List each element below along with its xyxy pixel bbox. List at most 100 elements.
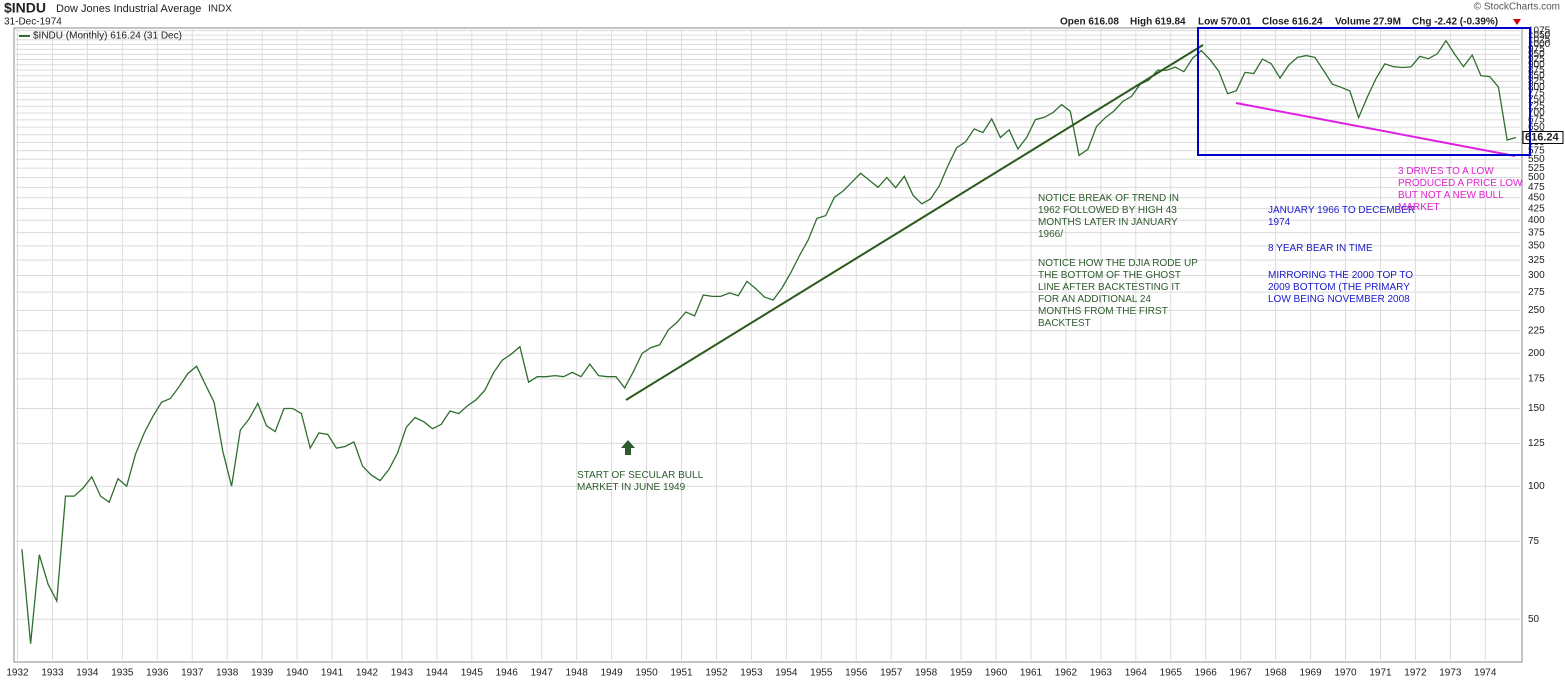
annotation: JANUARY 1966 TO DECEMBER 1974 (1268, 205, 1415, 229)
x-tick-label: 1965 (1160, 668, 1183, 679)
y-tick-label: 325 (1528, 255, 1545, 266)
x-tick-label: 1966 (1195, 668, 1218, 679)
annotation-line: MARKET IN JUNE 1949 (577, 482, 686, 493)
annotation-line: MIRRORING THE 2000 TOP TO (1268, 270, 1414, 281)
annotation-line: LINE AFTER BACKTESTING IT (1038, 282, 1181, 293)
x-tick-label: 1972 (1404, 668, 1427, 679)
y-tick-label: 425 (1528, 203, 1545, 214)
plot-frame (13, 27, 1523, 663)
x-tick-label: 1958 (915, 668, 938, 679)
x-tick-label: 1957 (880, 668, 903, 679)
annotation-line: NOTICE HOW THE DJIA RODE UP (1038, 258, 1198, 269)
annotation-line: BUT NOT A NEW BULL (1398, 190, 1504, 201)
y-tick-label: 350 (1528, 241, 1545, 252)
annotation-line: START OF SECULAR BULL (577, 470, 704, 481)
y-tick-label: 1075 (1528, 25, 1551, 36)
y-tick-label: 650 (1528, 122, 1545, 133)
y-tick-label: 725 (1528, 101, 1545, 112)
annotation-line: MONTHS FROM THE FIRST (1038, 306, 1168, 317)
y-tick-label: 475 (1528, 182, 1545, 193)
annotation: 8 YEAR BEAR IN TIME (1268, 243, 1373, 255)
x-tick-label: 1932 (6, 668, 29, 679)
y-tick-label: 375 (1528, 227, 1545, 238)
y-tick-label: 675 (1528, 115, 1545, 126)
y-tick-label: 175 (1528, 374, 1545, 385)
stat: Close 616.24 (1262, 17, 1323, 28)
annotation-line: BACKTEST (1038, 318, 1091, 329)
y-tick-label: 250 (1528, 305, 1545, 316)
y-tick-label: 550 (1528, 154, 1545, 165)
annotation-line: 1974 (1268, 217, 1291, 228)
x-tick-label: 1967 (1230, 668, 1253, 679)
x-tick-label: 1934 (76, 668, 99, 679)
x-tick-label: 1964 (1125, 668, 1148, 679)
x-tick-label: 1947 (531, 668, 554, 679)
annotation: 3 DRIVES TO A LOW PRODUCED A PRICE LOW BUT… (1398, 166, 1522, 214)
annotation-line: MARKET (1398, 202, 1440, 213)
x-tick-label: 1949 (600, 668, 623, 679)
stat: Open 616.08 (1060, 17, 1119, 28)
annotation-line: PRODUCED A PRICE LOW (1398, 178, 1523, 189)
annotation-line: 8 YEAR BEAR IN TIME (1268, 243, 1373, 254)
y-tick-label: 400 (1528, 215, 1545, 226)
annotation-line: MONTHS LATER IN JANUARY (1038, 217, 1178, 228)
x-tick-label: 1974 (1474, 668, 1497, 679)
y-tick-label: 775 (1528, 88, 1545, 99)
x-tick-label: 1936 (146, 668, 169, 679)
stats: Open 616.08 High 619.84 Low 570.01 Close 61… (1060, 17, 1498, 28)
stat: Volume 27.9M (1335, 17, 1401, 28)
annotation-line: JANUARY 1966 TO DECEMBER (1268, 205, 1416, 216)
marks: 616.24 (21, 39, 1564, 644)
x-tick-label: 1961 (1020, 668, 1043, 679)
x-tick-label: 1950 (635, 668, 658, 679)
symbol: $INDU (4, 0, 46, 16)
stat: High 619.84 (1130, 17, 1186, 28)
y-tick-label: 575 (1528, 145, 1545, 156)
x-tick-label: 1944 (426, 668, 449, 679)
annotation-line: FOR AN ADDITIONAL 24 (1038, 294, 1151, 305)
y-tick-label: 75 (1528, 536, 1540, 547)
bear-box (1197, 27, 1531, 156)
annotation: START OF SECULAR BULL MARKET IN JUNE 1949 (577, 470, 703, 494)
y-tick-label: 750 (1528, 94, 1545, 105)
y-tick-label: 1050 (1528, 30, 1551, 41)
price-line (21, 39, 1517, 644)
annotation: NOTICE BREAK OF TREND IN 1962 FOLLOWED BY… (1038, 193, 1179, 241)
y-tick-label: 450 (1528, 192, 1545, 203)
x-tick-label: 1960 (985, 668, 1008, 679)
x-tick-label: 1935 (111, 668, 134, 679)
x-tick-label: 1939 (251, 668, 274, 679)
x-tick-label: 1946 (496, 668, 519, 679)
y-tick-label: 825 (1528, 76, 1545, 87)
down-arrow (1513, 19, 1521, 25)
x-tick-label: 1968 (1264, 668, 1287, 679)
annotation-line: LOW BEING NOVEMBER 2008 (1268, 294, 1410, 305)
x-tick-label: 1969 (1299, 668, 1322, 679)
x-tick-label: 1952 (705, 668, 728, 679)
x-tick-label: 1941 (321, 668, 344, 679)
y-tick-label: 700 (1528, 108, 1545, 119)
exchange: INDX (208, 4, 232, 15)
last-value-box (1522, 130, 1564, 144)
annotation-line: 2009 BOTTOM (THE PRIMARY (1268, 282, 1410, 293)
up-arrow (621, 440, 635, 455)
x-tick-label: 1938 (216, 668, 239, 679)
x-tick-label: 1963 (1090, 668, 1113, 679)
x-tick-label: 1954 (775, 668, 798, 679)
x-tick-label: 1948 (566, 668, 589, 679)
y-tick-label: 975 (1528, 44, 1545, 55)
x-tick-label: 1959 (950, 668, 973, 679)
annotation-line: THE BOTTOM OF THE GHOST (1038, 270, 1181, 281)
y-tick-label: 525 (1528, 163, 1545, 174)
y-tick-label: 900 (1528, 59, 1545, 70)
stat: Low 570.01 (1198, 17, 1252, 28)
y-tick-label: 200 (1528, 348, 1545, 359)
y-tick-label: 100 (1528, 481, 1545, 492)
y-tick-label: 500 (1528, 172, 1545, 183)
x-tick-label: 1943 (391, 668, 414, 679)
stat: Chg -2.42 (-0.39%) (1412, 17, 1498, 28)
copyright: © StockCharts.com (1474, 2, 1560, 13)
annotation-line: 3 DRIVES TO A LOW (1398, 166, 1494, 177)
y-tick-label: 1000 (1528, 39, 1551, 50)
